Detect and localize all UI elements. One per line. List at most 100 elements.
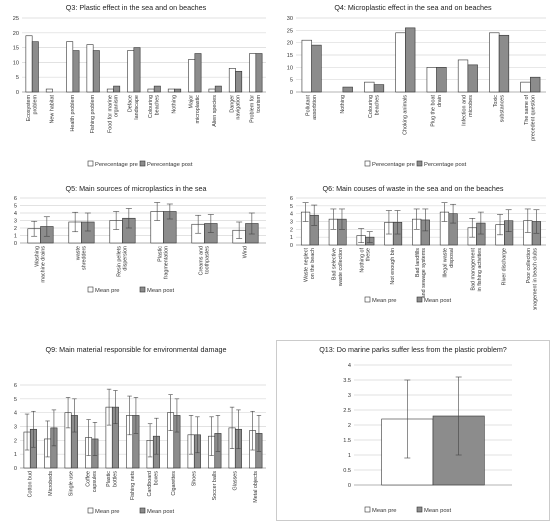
bar	[498, 34, 510, 93]
chart-q5: Q5: Main sources of microplastics in the…	[14, 184, 266, 294]
bar	[194, 53, 202, 93]
category-label: Plasticbottles	[106, 471, 118, 487]
chart-title: Q9: Main material responsible for enviro…	[46, 345, 227, 354]
y-tick-label: 1	[14, 452, 17, 458]
y-tick-label: 5	[14, 397, 17, 403]
y-tick-label: 20	[287, 41, 293, 47]
category-label: Plasticfragmentation	[157, 246, 169, 279]
y-tick-label: 6	[14, 383, 17, 389]
category-label: Toxicsubstances	[493, 95, 505, 123]
y-tick-label: 1.5	[343, 438, 351, 444]
category-label: Alien species	[212, 95, 218, 127]
chart-title: Q4: Microplastic effect in the sea and o…	[334, 3, 492, 12]
legend-swatch	[139, 507, 146, 514]
bar	[66, 41, 74, 93]
bar	[147, 88, 155, 93]
y-tick-label: 2	[348, 423, 351, 429]
category-label: Cardboardboxes	[147, 471, 159, 497]
legend-swatch	[87, 507, 94, 514]
bar	[45, 88, 53, 93]
bar	[127, 50, 135, 93]
category-label: Choking animals	[402, 95, 408, 135]
bar	[153, 85, 161, 93]
bar	[174, 88, 182, 93]
y-tick-label: 1	[14, 234, 17, 240]
bar	[489, 32, 500, 93]
chart-title: Q6: Main couses of waste in the sea and …	[322, 184, 503, 193]
legend-label: Mean pre	[95, 509, 120, 515]
y-tick-label: 1	[348, 453, 351, 459]
bar	[86, 44, 94, 93]
bar	[113, 85, 121, 93]
bar	[72, 50, 80, 93]
legend-swatch	[87, 286, 94, 293]
category-label: Waste neglecton the beach	[304, 248, 316, 282]
category-label: Illegal wastedisposal	[443, 248, 455, 278]
y-tick-label: 3	[348, 393, 351, 399]
category-label: Health problem	[70, 94, 76, 131]
category-label: Single use	[68, 471, 74, 496]
chart-panel-q6: Q6: Main couses of waste in the sea and …	[276, 180, 550, 310]
y-tick-label: 25	[13, 16, 19, 22]
chart-panel-q5: Q5: Main sources of microplastics in the…	[0, 180, 272, 300]
chart-title: Q5: Main sources of microplastics in the…	[65, 184, 206, 193]
category-label: Fishing problem	[90, 94, 96, 133]
category-label: Cotton bud	[27, 471, 33, 497]
y-tick-label: 0	[348, 483, 351, 489]
y-tick-label: 2	[290, 227, 293, 233]
bar	[530, 76, 541, 93]
bar	[25, 35, 33, 93]
category-label: Creams andtoothpastes	[198, 246, 210, 276]
bar	[228, 68, 236, 93]
bar	[520, 81, 531, 93]
bar	[436, 67, 447, 93]
y-tick-label: 0	[16, 90, 19, 96]
y-tick-label: 20	[13, 31, 19, 37]
bar	[106, 88, 114, 93]
legend-swatch	[364, 160, 371, 167]
bar	[467, 64, 478, 93]
y-tick-label: 0	[290, 90, 293, 96]
y-tick-label: 2	[14, 226, 17, 232]
y-tick-label: 3	[14, 425, 17, 431]
legend-label: Percentage post	[424, 162, 467, 168]
y-tick-label: 10	[287, 65, 293, 71]
bar	[373, 84, 385, 93]
category-label: New habitat	[50, 94, 56, 123]
category-label: Colouringbeaches	[148, 95, 160, 118]
category-label: Nothing	[172, 95, 178, 114]
bar	[311, 44, 322, 93]
category-label: Defacelandscape	[128, 95, 140, 120]
category-label: Majormicroplastic	[189, 95, 201, 124]
category-label: Problem fortourism	[250, 95, 262, 123]
chart-panel-q3: Q3: Plastic effect in the sea and on bea…	[0, 0, 272, 178]
legend-label: Mean post	[147, 509, 174, 515]
bar	[133, 47, 141, 93]
bar	[208, 88, 216, 93]
y-tick-label: 15	[13, 46, 19, 52]
y-tick-label: 0	[290, 243, 293, 249]
legend-label: Perecentage post	[147, 162, 193, 168]
category-label: Nothing ofthese	[359, 248, 371, 273]
category-label: Pollutantassorbtion	[305, 95, 317, 120]
chart-title: Q13: Do marine parks suffer less from th…	[319, 345, 507, 354]
category-label: Plug the boatdrain	[430, 95, 442, 127]
y-tick-label: 30	[287, 16, 293, 22]
bar	[92, 50, 100, 93]
category-label: River discharge	[501, 248, 507, 285]
category-label: Washingmachine drains	[34, 246, 46, 283]
y-tick-label: 4	[14, 211, 17, 217]
category-label: The same ofprecedent question	[524, 95, 536, 141]
legend-swatch	[416, 296, 423, 303]
bar	[249, 53, 257, 93]
y-tick-label: 5	[290, 78, 293, 84]
legend-label: Mean pre	[95, 288, 120, 294]
legend-swatch	[364, 296, 371, 303]
bar	[167, 88, 175, 93]
category-label: wasteshredders	[75, 246, 87, 270]
legend-label: Perecentage pre	[95, 162, 138, 168]
legend-swatch	[416, 160, 423, 167]
category-label: Cigarettes	[171, 471, 177, 496]
y-tick-label: 3	[14, 219, 17, 225]
